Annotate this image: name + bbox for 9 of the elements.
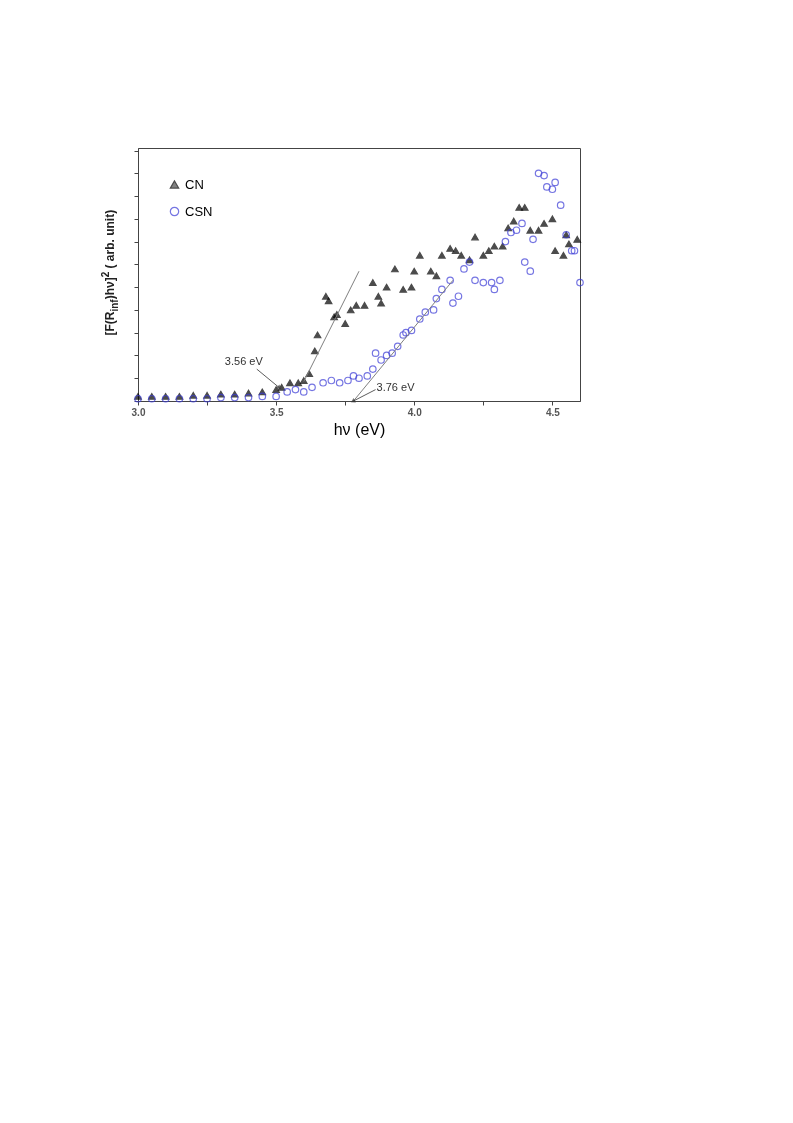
legend-label: CN [185,176,204,192]
x-axis-title: hν (eV) [333,420,386,438]
x-tick-label: 3.0 [131,406,146,418]
annotation: 3.76 eV [376,380,416,393]
x-tick-label: 4.0 [407,406,423,418]
legend-label: CSN [185,203,213,219]
x-tick-label: 4.5 [545,406,561,418]
x-tick-label: 3.5 [269,406,285,418]
annotation: 3.56 eV [224,355,264,368]
